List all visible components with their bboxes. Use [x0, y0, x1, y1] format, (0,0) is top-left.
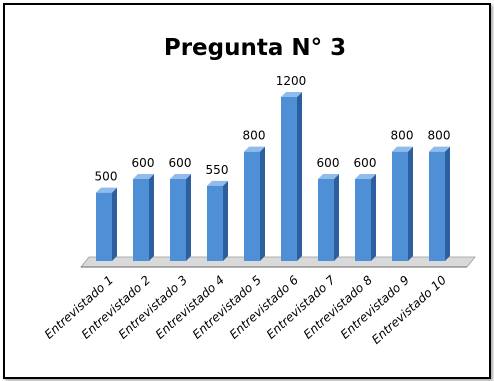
- bar-6: [281, 92, 302, 261]
- data-label-2: 600: [132, 156, 155, 170]
- bar-side: [223, 180, 228, 261]
- bar-4: [207, 180, 228, 261]
- bar-10: [429, 146, 450, 261]
- bar-top: [133, 174, 154, 179]
- bar-1: [96, 187, 117, 261]
- bars-group: [96, 92, 450, 261]
- data-label-9: 800: [391, 129, 414, 143]
- bar-side: [371, 174, 376, 261]
- bar-top: [355, 174, 376, 179]
- data-label-6: 1200: [276, 74, 307, 88]
- bar-side: [260, 146, 265, 261]
- bar-side: [297, 92, 302, 261]
- bar-side: [149, 174, 154, 261]
- bar-2: [133, 174, 154, 261]
- bar-front: [96, 192, 112, 261]
- bar-front: [281, 97, 297, 261]
- bar-front: [318, 179, 334, 261]
- bar-7: [318, 174, 339, 261]
- bar-top: [392, 146, 413, 152]
- data-label-10: 800: [428, 129, 451, 143]
- data-label-3: 600: [169, 156, 192, 170]
- bar-top: [170, 174, 191, 179]
- data-label-5: 800: [243, 129, 266, 143]
- data-label-1: 500: [95, 170, 118, 184]
- chart-frame: 500 600 600 550 800 1200 600 600 800 800 Entrevis…: [3, 3, 491, 379]
- bar-top: [429, 146, 450, 152]
- bar-top: [318, 174, 339, 179]
- bar-3: [170, 174, 191, 261]
- bar-front: [244, 151, 260, 261]
- bar-9: [392, 146, 413, 261]
- bar-8: [355, 174, 376, 261]
- bar-front: [355, 179, 371, 261]
- data-label-4: 550: [206, 163, 229, 177]
- bar-side: [112, 187, 117, 261]
- bar-side: [186, 174, 191, 261]
- bar-side: [334, 174, 339, 261]
- bar-top: [207, 180, 228, 186]
- data-label-8: 600: [354, 156, 377, 170]
- bar-front: [170, 179, 186, 261]
- bar-front: [207, 185, 223, 261]
- bar-front: [133, 179, 149, 261]
- bar-front: [392, 151, 408, 261]
- data-label-7: 600: [317, 156, 340, 170]
- data-labels-group: 500 600 600 550 800 1200 600 600 800 800: [95, 74, 451, 184]
- bar-front: [429, 151, 445, 261]
- bar-side: [408, 146, 413, 261]
- bar-chart: 500 600 600 550 800 1200 600 600 800 800 Entrevis…: [42, 35, 476, 347]
- bar-top: [244, 146, 265, 152]
- chart-title: Pregunta N° 3: [164, 35, 346, 61]
- bar-side: [445, 146, 450, 261]
- bar-top: [96, 187, 117, 193]
- bar-5: [244, 146, 265, 261]
- bar-top: [281, 92, 302, 97]
